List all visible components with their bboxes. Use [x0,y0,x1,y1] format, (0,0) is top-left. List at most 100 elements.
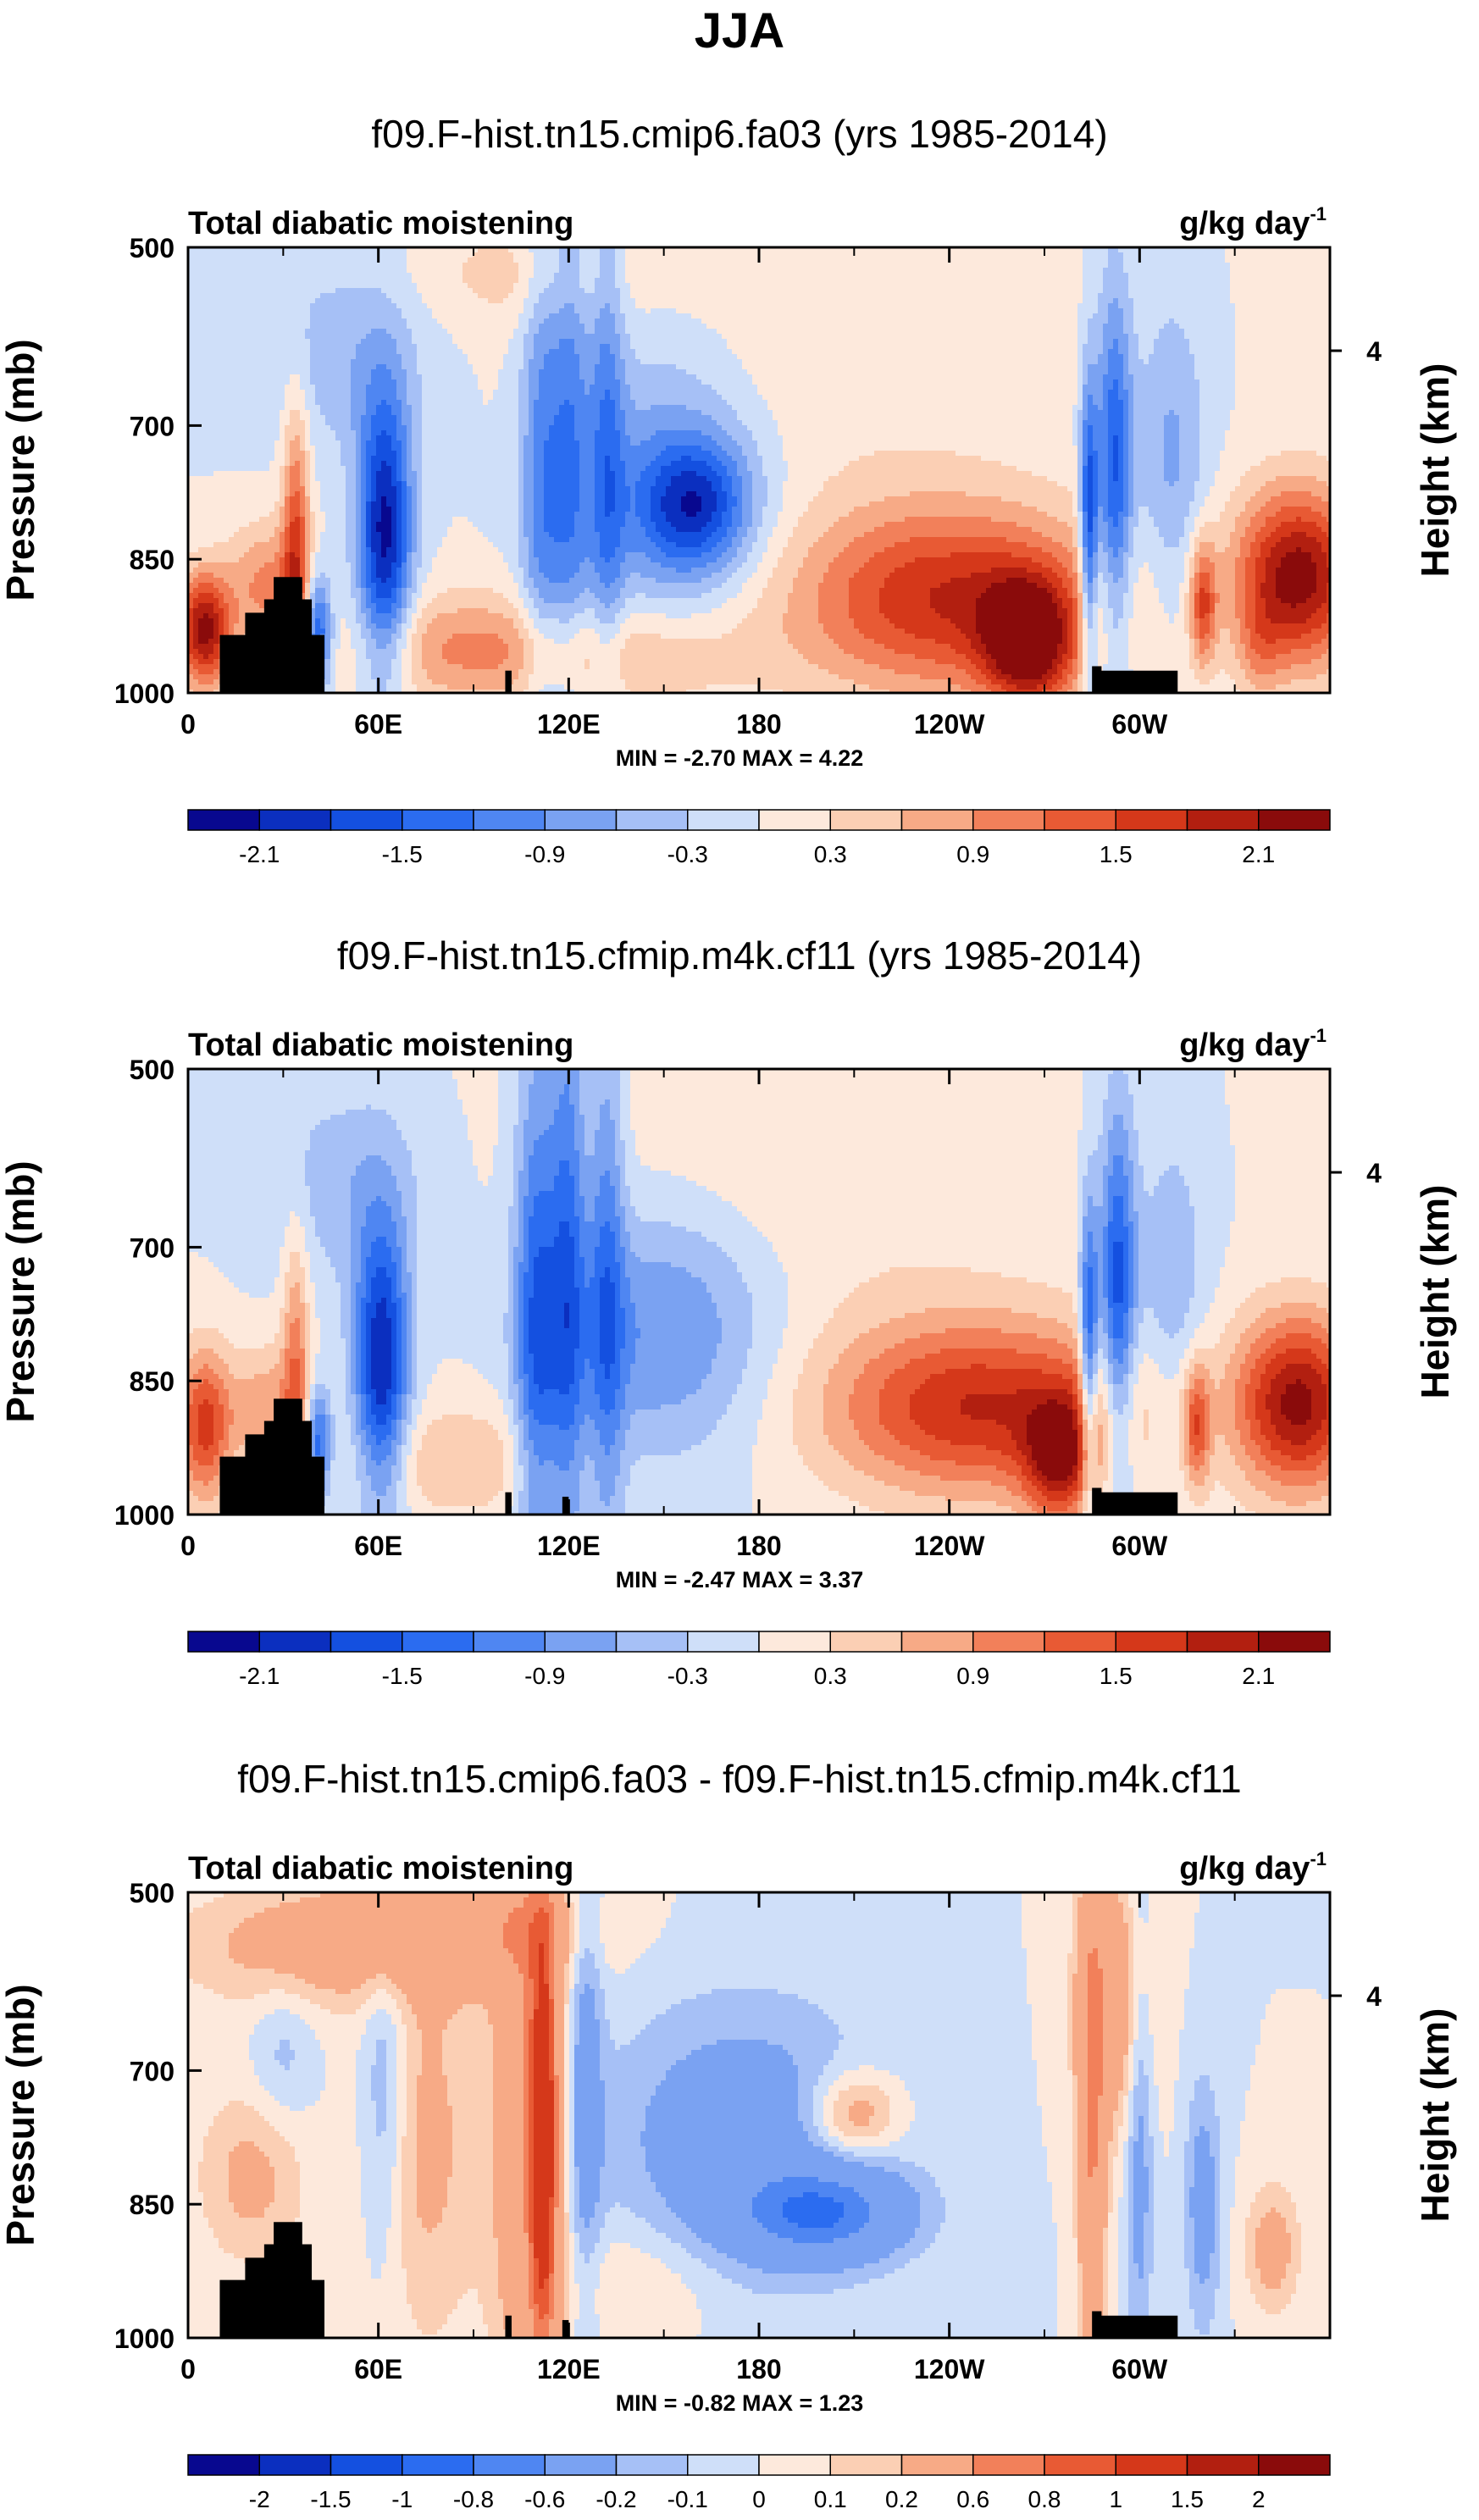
colorbar-swatch [258,1631,332,1653]
colorbar-swatch [900,809,974,831]
chart-panel-2: f09.F-hist.tn15.cfmip.m4k.cf11 (yrs 1985… [0,933,1457,1689]
colorbar-swatch [687,1631,760,1653]
colorbar-swatch [258,809,332,831]
variable-label: Total diabatic moistening [188,1027,573,1063]
colorbar-swatch [687,2454,760,2476]
colorbar-swatch [1258,2454,1331,2476]
colorbar-swatch [187,1631,260,1653]
colorbar-label: -1.5 [382,841,423,867]
panel-title: f09.F-hist.tn15.cfmip.m4k.cf11 (yrs 1985… [337,933,1142,978]
x-tick-label: 180 [736,2354,781,2384]
colorbar-swatch [1258,1631,1331,1653]
y-axis-label: Pressure (mb) [0,1984,42,2246]
colorbar-swatch [758,1631,831,1653]
colorbar-swatch [1044,809,1116,831]
colorbar-swatch [473,1631,546,1653]
min-max-stats: MIN = -2.70 MAX = 4.22 [616,745,864,771]
colorbar-swatch [330,2454,403,2476]
x-tick-label: 60E [354,709,402,739]
x-tick-label: 120W [914,2354,985,2384]
colorbar-swatch [187,2454,260,2476]
units-label: g/kg day-1 [1179,203,1327,241]
colorbar-swatch [544,2454,618,2476]
colorbar-label: -0.8 [453,2486,494,2512]
x-tick-label: 60E [354,1531,402,1561]
colorbar-swatch [1115,809,1188,831]
colorbar-swatch [1044,1631,1116,1653]
colorbar-label: -0.6 [524,2486,565,2512]
figure-title: JJA [695,3,784,58]
contour-field [188,1892,1330,2338]
colorbar-label: 2 [1252,2486,1266,2512]
contour-field [188,247,1330,693]
colorbar-swatch [187,809,260,831]
y-right-tick-label: 4 [1366,1981,1382,2012]
colorbar: -2.1 -1.5 -0.9 -0.3 0.3 0.9 1.5 2.1 [187,1631,1331,1689]
colorbar-swatch [1186,2454,1260,2476]
x-tick-label: 60W [1111,1531,1168,1561]
colorbar-swatch [615,809,689,831]
x-tick-label: 0 [180,709,196,739]
colorbar-swatch [330,809,403,831]
colorbar-label: -0.3 [667,841,708,867]
colorbar-label: 0.9 [956,841,989,867]
x-tick-label: 120E [537,709,601,739]
colorbar-label: 0.9 [956,1663,989,1689]
colorbar-swatch [758,809,831,831]
colorbar-swatch [829,1631,903,1653]
colorbar-swatch [473,809,546,831]
colorbar-swatch [900,2454,974,2476]
chart-panel-3: f09.F-hist.tn15.cmip6.fa03 - f09.F-hist.… [0,1757,1457,2512]
y-right-tick-label: 4 [1366,336,1382,367]
colorbar-label: 0.3 [814,841,847,867]
x-tick-label: 120E [537,2354,601,2384]
colorbar-label: -0.1 [667,2486,708,2512]
min-max-stats: MIN = -2.47 MAX = 3.37 [616,1567,864,1592]
colorbar: -2 -1.5 -1 -0.8 -0.6 -0.2 -0.1 0 0.1 0.2 0.6 0.8 1 1.… [187,2454,1331,2512]
colorbar-swatch [1186,809,1260,831]
colorbar-label: 2.1 [1242,841,1275,867]
y-right-tick-label: 4 [1366,1158,1382,1188]
colorbar-swatch [972,2454,1045,2476]
x-tick-label: 180 [736,1531,781,1561]
x-tick-label: 120W [914,1531,985,1561]
colorbar-label: 1 [1109,2486,1122,2512]
colorbar-label: 0 [752,2486,766,2512]
y-axis-label: Pressure (mb) [0,1160,42,1422]
units-label: g/kg day-1 [1179,1848,1327,1886]
x-tick-label: 0 [180,2354,196,2384]
colorbar-swatch [758,2454,831,2476]
colorbar-label: -0.9 [524,1663,565,1689]
panel-title: f09.F-hist.tn15.cmip6.fa03 (yrs 1985-201… [371,112,1107,156]
colorbar-label: -2.1 [239,841,280,867]
colorbar-label: 0.2 [885,2486,918,2512]
x-tick-label: 120W [914,709,985,739]
colorbar-swatch [1115,2454,1188,2476]
colorbar-label: 0.6 [956,2486,989,2512]
colorbar-swatch [615,1631,689,1653]
terrain-mask [219,1398,1178,1515]
colorbar-swatch [402,2454,474,2476]
colorbar-label: -1 [391,2486,413,2512]
colorbar-swatch [1186,1631,1260,1653]
variable-label: Total diabatic moistening [188,206,573,241]
colorbar-label: 1.5 [1100,1663,1133,1689]
colorbar-label: 1.5 [1100,841,1133,867]
colorbar-label: 0.1 [814,2486,847,2512]
colorbar-swatch [402,809,474,831]
colorbar-swatch [687,809,760,831]
x-tick-label: 60W [1111,709,1168,739]
colorbar-label: -2.1 [239,1663,280,1689]
y-tick-label: 850 [130,1366,174,1397]
units-label: g/kg day-1 [1179,1025,1327,1063]
terrain-mask [219,2222,1178,2338]
colorbar-label: -0.9 [524,841,565,867]
colorbar-label: 0.3 [814,1663,847,1689]
y-tick-label: 500 [130,1878,174,1908]
y-tick-label: 1000 [114,678,174,709]
colorbar-swatch [829,2454,903,2476]
colorbar-swatch [1258,809,1331,831]
min-max-stats: MIN = -0.82 MAX = 1.23 [616,2390,864,2416]
y-right-axis-label: Height (km) [1413,2008,1457,2223]
